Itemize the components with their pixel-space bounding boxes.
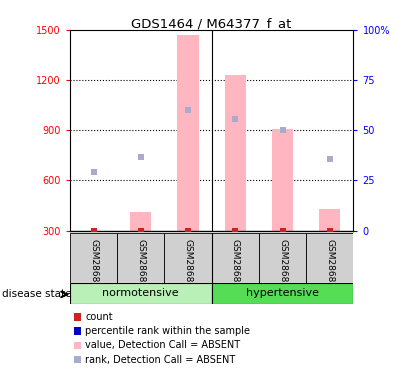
Bar bbox=[212, 283, 353, 304]
Text: count: count bbox=[85, 312, 113, 322]
Text: GSM28686: GSM28686 bbox=[184, 238, 192, 288]
Text: GSM28681: GSM28681 bbox=[231, 238, 240, 288]
Text: hypertensive: hypertensive bbox=[246, 288, 319, 298]
Text: percentile rank within the sample: percentile rank within the sample bbox=[85, 326, 250, 336]
Text: disease state: disease state bbox=[2, 290, 72, 299]
Bar bbox=[212, 232, 259, 283]
Bar bbox=[70, 283, 212, 304]
Bar bbox=[70, 232, 117, 283]
Text: GDS1464 / M64377_f_at: GDS1464 / M64377_f_at bbox=[132, 17, 292, 30]
Bar bbox=[272, 129, 293, 231]
Bar bbox=[259, 232, 306, 283]
Text: GSM28685: GSM28685 bbox=[136, 238, 145, 288]
Bar bbox=[178, 35, 199, 231]
Text: GSM28683: GSM28683 bbox=[326, 238, 334, 288]
Text: value, Detection Call = ABSENT: value, Detection Call = ABSENT bbox=[85, 340, 240, 350]
Bar bbox=[225, 75, 246, 231]
Text: normotensive: normotensive bbox=[102, 288, 179, 298]
Bar bbox=[306, 232, 353, 283]
Text: GSM28682: GSM28682 bbox=[278, 238, 287, 288]
Bar bbox=[117, 232, 164, 283]
Text: GSM28684: GSM28684 bbox=[89, 238, 98, 288]
Text: rank, Detection Call = ABSENT: rank, Detection Call = ABSENT bbox=[85, 355, 236, 364]
Bar bbox=[164, 232, 212, 283]
Bar bbox=[130, 212, 151, 231]
Bar bbox=[319, 209, 340, 231]
